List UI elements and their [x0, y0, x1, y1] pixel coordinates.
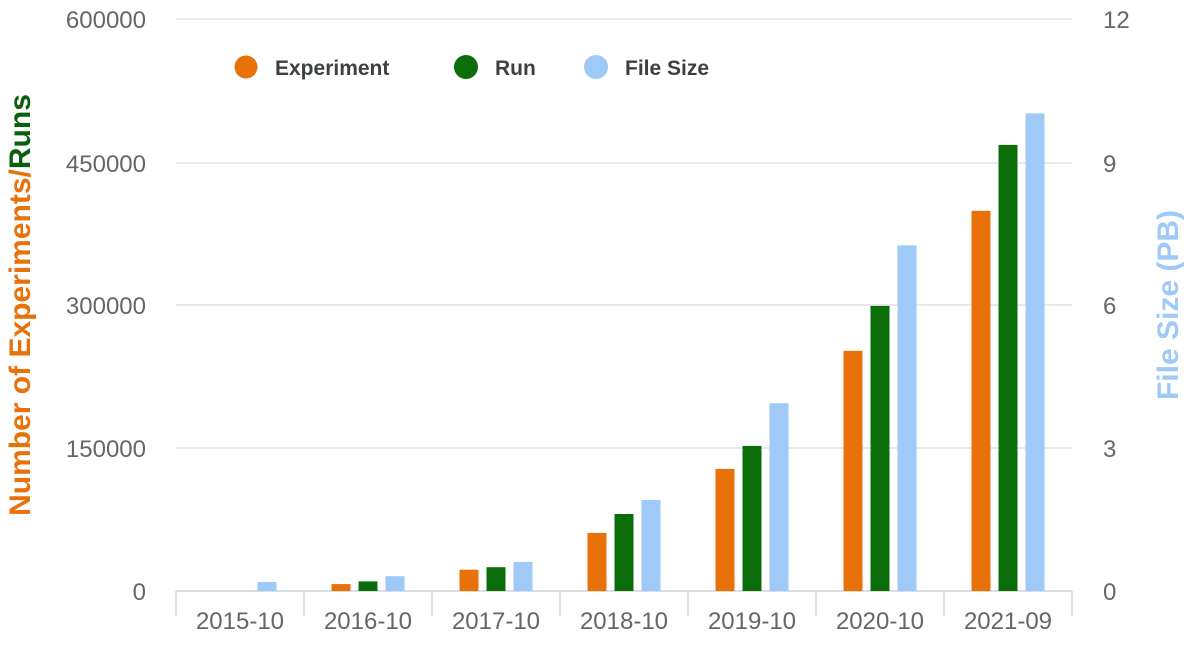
svg-text:12: 12: [1103, 7, 1130, 34]
svg-text:300000: 300000: [66, 293, 146, 320]
svg-text:0: 0: [133, 579, 146, 606]
svg-text:150000: 150000: [66, 436, 146, 463]
svg-text:Run: Run: [495, 57, 536, 80]
svg-text:600000: 600000: [66, 7, 146, 34]
svg-text:0: 0: [1103, 579, 1116, 606]
svg-text:Experiment: Experiment: [275, 57, 389, 80]
svg-text:Number of Experiments/Runs: Number of Experiments/Runs: [4, 94, 37, 516]
svg-text:2017-10: 2017-10: [452, 608, 540, 635]
svg-text:File Size (PB): File Size (PB): [1152, 210, 1185, 400]
svg-text:2020-10: 2020-10: [836, 608, 924, 635]
svg-text:2018-10: 2018-10: [580, 608, 668, 635]
svg-text:2019-10: 2019-10: [708, 608, 796, 635]
svg-text:2016-10: 2016-10: [324, 608, 412, 635]
svg-text:2021-09: 2021-09: [964, 608, 1052, 635]
svg-text:3: 3: [1103, 436, 1116, 463]
svg-text:File Size: File Size: [625, 57, 709, 80]
svg-text:450000: 450000: [66, 151, 146, 178]
svg-text:9: 9: [1103, 151, 1116, 178]
svg-text:2015-10: 2015-10: [196, 608, 284, 635]
svg-text:6: 6: [1103, 293, 1116, 320]
